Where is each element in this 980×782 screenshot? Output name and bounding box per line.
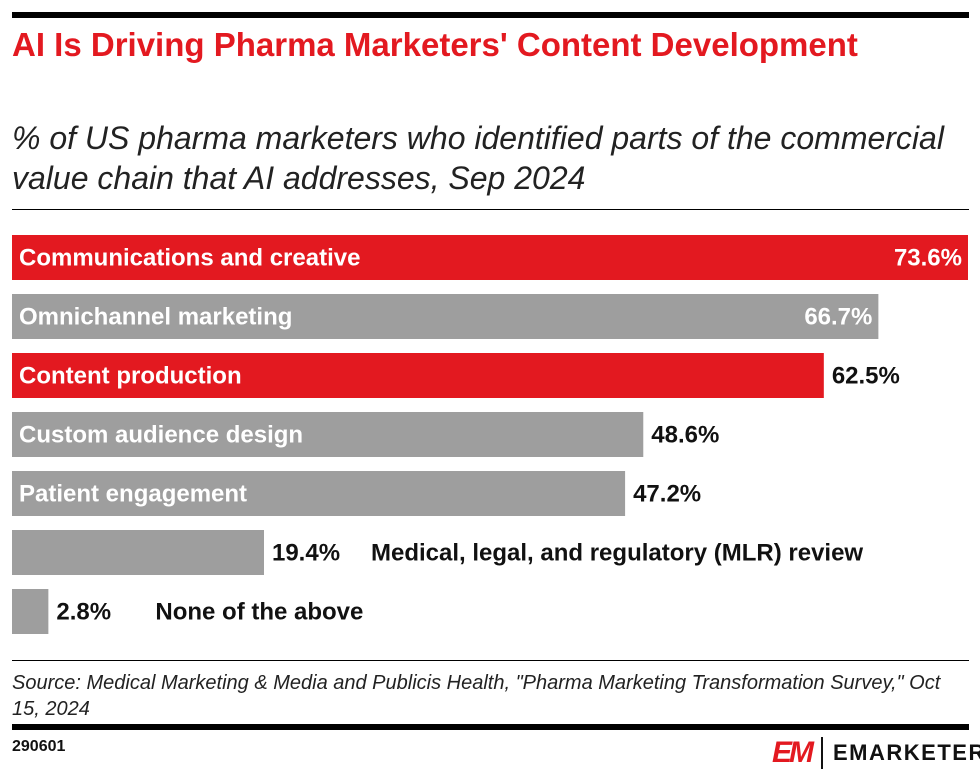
category-label: Patient engagement — [19, 481, 247, 508]
category-label: Medical, legal, and regulatory (MLR) rev… — [371, 540, 863, 567]
top-rule — [12, 12, 969, 18]
value-label: 48.6% — [651, 422, 719, 449]
bar — [12, 530, 264, 575]
category-label: Custom audience design — [19, 422, 303, 449]
bar — [12, 589, 49, 634]
bar — [12, 235, 968, 280]
value-label: 47.2% — [633, 481, 701, 508]
em-logo-mark: EM — [772, 736, 814, 769]
logo-name: EMARKETER — [833, 740, 980, 765]
bar — [12, 294, 879, 339]
bar — [12, 353, 824, 398]
source-note: Source: Medical Marketing & Media and Pu… — [12, 672, 941, 720]
bar — [12, 412, 644, 457]
bar — [12, 471, 626, 516]
value-label: 2.8% — [56, 599, 111, 626]
value-label: 66.7% — [804, 304, 872, 331]
source-rule — [12, 660, 969, 661]
category-label: None of the above — [155, 599, 363, 626]
chart-subtitle: % of US pharma marketers who identified … — [12, 120, 944, 196]
bottom-rule — [12, 724, 969, 730]
value-label: 73.6% — [894, 245, 962, 272]
subtitle-rule — [12, 209, 969, 210]
emarketer-logo: EM EMARKETER — [772, 736, 980, 770]
category-label: Omnichannel marketing — [19, 304, 292, 331]
chart-id: 290601 — [12, 738, 66, 755]
logo-divider — [821, 737, 823, 769]
category-label: Communications and creative — [19, 245, 360, 272]
category-label: Content production — [19, 363, 242, 390]
value-label: 62.5% — [832, 363, 900, 390]
value-label: 19.4% — [272, 540, 340, 567]
chart-title: AI Is Driving Pharma Marketers' Content … — [12, 26, 858, 63]
